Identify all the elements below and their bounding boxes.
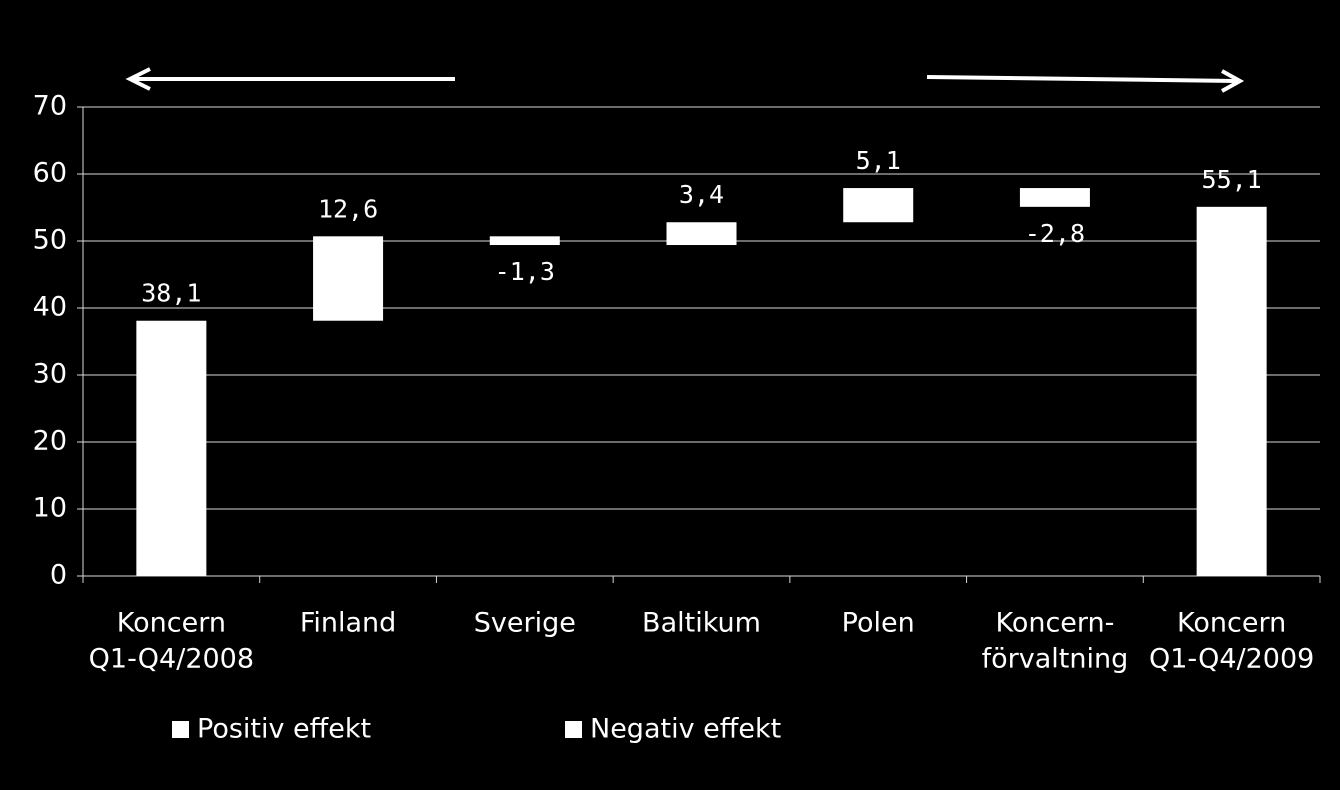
bar: [489, 236, 560, 246]
y-tick-label: 40: [33, 292, 67, 323]
value-label: -1,3: [495, 257, 555, 286]
x-tick-label: Finland: [300, 608, 396, 639]
bar: [666, 222, 737, 246]
x-tick-label: Q1-Q4/2009: [1149, 644, 1314, 675]
y-tick-label: 30: [33, 359, 67, 390]
legend-label: Negativ effekt: [590, 714, 781, 745]
right-arrow-head: [1221, 69, 1245, 93]
x-tick-label: Q1-Q4/2008: [89, 644, 254, 675]
value-label: 5,1: [856, 146, 901, 175]
bar: [1019, 188, 1090, 207]
bar: [1196, 206, 1267, 576]
arrows: [125, 67, 1245, 93]
legend-label: Positiv effekt: [197, 714, 371, 745]
value-label: 38,1: [141, 279, 201, 308]
x-tick-label: Baltikum: [642, 608, 761, 639]
y-tick-label: 60: [33, 158, 67, 189]
y-tick-label: 10: [33, 493, 67, 524]
right-arrow: [926, 75, 1237, 83]
legend-swatch: [565, 721, 582, 738]
x-tick-label: förvaltning: [982, 644, 1129, 675]
bar: [843, 188, 914, 223]
bar: [136, 320, 207, 576]
x-tick-label: Sverige: [474, 608, 576, 639]
value-label: -2,8: [1025, 219, 1085, 248]
bar: [313, 236, 384, 321]
y-tick-label: 70: [33, 91, 67, 122]
value-label: 3,4: [679, 180, 724, 209]
x-tick-label: Koncern-: [995, 608, 1114, 639]
x-tick-label: Koncern: [1177, 608, 1286, 639]
legend-swatch: [172, 721, 189, 738]
y-tick-label: 50: [33, 225, 67, 256]
y-tick-label: 0: [50, 560, 67, 591]
value-label: 12,6: [318, 194, 378, 223]
y-tick-label: 20: [33, 426, 67, 457]
x-tick-label: Polen: [842, 608, 915, 639]
x-tick-label: Koncern: [117, 608, 226, 639]
value-label: 55,1: [1202, 165, 1262, 194]
left-arrow-head: [125, 67, 151, 91]
